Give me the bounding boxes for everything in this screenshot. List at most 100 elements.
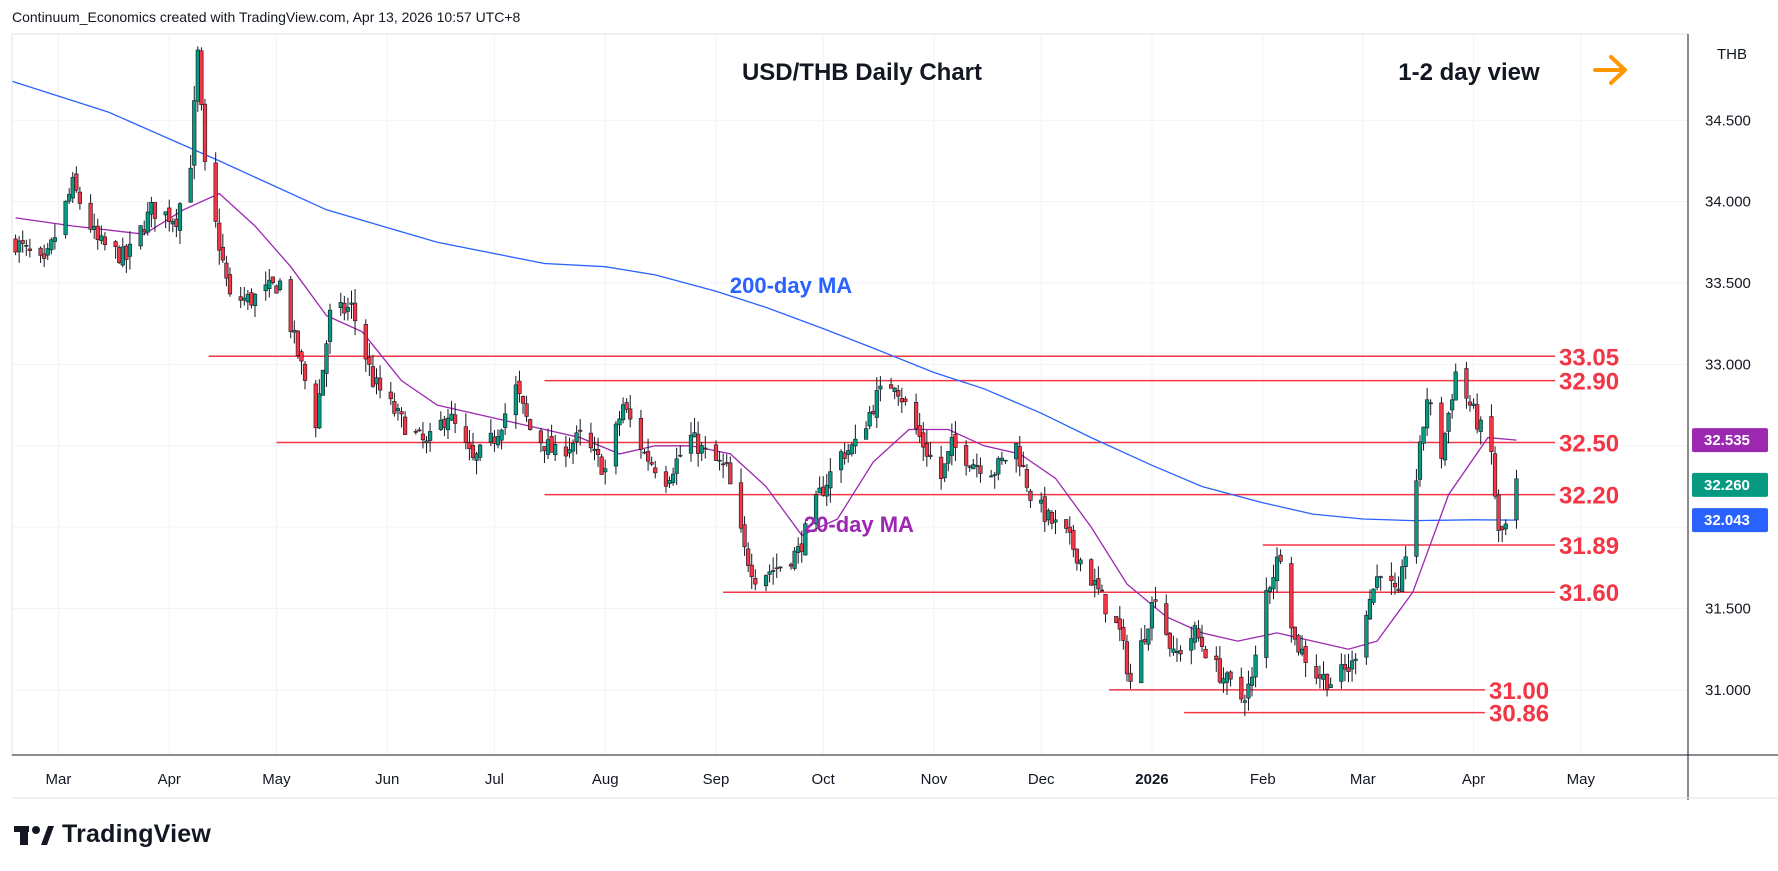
candle-body	[792, 550, 797, 569]
candle-body	[578, 429, 583, 432]
candle-body	[145, 211, 150, 233]
candle-body	[295, 330, 300, 356]
candle-body	[428, 431, 433, 441]
price-tick-label: 31.000	[1705, 682, 1751, 699]
price-badge-label: 32.043	[1704, 512, 1750, 529]
candle-body	[95, 225, 100, 241]
candle-body	[1124, 641, 1130, 675]
candle-body	[1114, 616, 1119, 624]
candle-body	[1271, 577, 1276, 590]
candle-body	[1017, 446, 1022, 467]
candle-body	[803, 523, 808, 556]
candle-body	[195, 49, 200, 102]
candle-body	[1500, 526, 1505, 531]
tradingview-logo[interactable]: TradingView	[14, 820, 211, 849]
candle-body	[1103, 594, 1108, 615]
candle-body	[1328, 684, 1333, 688]
candle-body	[1303, 646, 1308, 663]
candle-body	[1214, 655, 1219, 660]
candle-body	[1164, 603, 1169, 635]
candle-body	[617, 418, 622, 426]
candle-body	[1014, 443, 1019, 460]
ma-annotation: 200-day MA	[730, 273, 852, 298]
candle-body	[1339, 664, 1344, 682]
candle-body	[1496, 494, 1501, 531]
candle-body	[1064, 519, 1069, 529]
candle-body	[63, 200, 68, 235]
candle-body	[878, 385, 883, 390]
candle-body	[921, 432, 926, 448]
month-tick-label: Dec	[1028, 771, 1055, 788]
candle-body	[645, 451, 651, 462]
candle-body	[1028, 490, 1033, 501]
candle-body	[653, 467, 658, 474]
month-tick-label: Jul	[485, 771, 504, 788]
candle-body	[928, 454, 933, 457]
candle-body	[249, 292, 254, 306]
candle-body	[192, 100, 197, 166]
month-tick-label: Mar	[46, 771, 72, 788]
candle-body	[77, 191, 82, 204]
candle-body	[1489, 416, 1494, 452]
month-tick-label: Sep	[703, 771, 730, 788]
candle-body	[1178, 650, 1183, 655]
candle-body	[721, 463, 726, 466]
candle-body	[688, 434, 694, 454]
candle-body	[771, 570, 776, 572]
candle-body	[1039, 499, 1044, 504]
candle-body	[574, 432, 579, 442]
candle-body	[1267, 587, 1272, 592]
candle-body	[1514, 478, 1519, 521]
level-label: 33.05	[1559, 344, 1619, 371]
candle-body	[503, 413, 508, 428]
candle-body	[27, 248, 32, 251]
price-axis[interactable]: THB34.50034.00033.50033.00032.50032.0003…	[1692, 46, 1768, 699]
time-axis[interactable]: Mar Apr May Jun Jul Aug Sep Oct Nov Dec 2026 Feb Mar…	[46, 771, 1596, 788]
candle-body	[492, 436, 497, 444]
ma200-line	[11, 80, 1517, 522]
month-tick-label: May	[262, 771, 291, 788]
candle-body	[1453, 371, 1458, 401]
candle-body	[138, 225, 143, 247]
candle-body	[392, 401, 397, 414]
candle-body	[888, 384, 894, 389]
candle-body	[174, 218, 179, 227]
candle-body	[1464, 368, 1469, 399]
candle-body	[70, 177, 75, 199]
candle-body	[1346, 667, 1351, 672]
candle-body	[799, 543, 804, 552]
candle-body	[420, 433, 426, 441]
candle-body	[624, 402, 629, 410]
price-tick-label: 33.500	[1705, 275, 1751, 292]
candle-body	[102, 236, 108, 245]
level-label: 31.00	[1489, 678, 1549, 705]
candle-body	[1003, 459, 1008, 462]
candle-body	[292, 330, 297, 333]
candle-body	[217, 222, 222, 251]
price-badge	[1692, 472, 1768, 497]
candle-body	[863, 428, 869, 440]
candle-body	[92, 225, 97, 230]
candle-body	[499, 429, 504, 441]
candle-body	[449, 413, 454, 421]
candle-body	[528, 419, 533, 430]
candle-body	[1189, 638, 1194, 651]
month-tick-label: Jun	[375, 771, 399, 788]
candle-body	[671, 473, 676, 484]
candle-body	[767, 571, 772, 575]
candle-body	[753, 577, 758, 585]
ma-annotation: 20-day MA	[804, 512, 914, 537]
candle-body	[699, 445, 704, 454]
candle-body	[978, 465, 983, 474]
candle-body	[1146, 628, 1151, 645]
candle-body	[821, 486, 826, 496]
candle-body	[20, 240, 25, 244]
price-badge	[1692, 428, 1768, 453]
candle-body	[327, 309, 333, 342]
candle-body	[402, 416, 408, 435]
candle-body	[1428, 402, 1433, 405]
candle-body	[896, 390, 901, 397]
candle-body	[1400, 566, 1405, 592]
candle-body	[1342, 664, 1348, 670]
